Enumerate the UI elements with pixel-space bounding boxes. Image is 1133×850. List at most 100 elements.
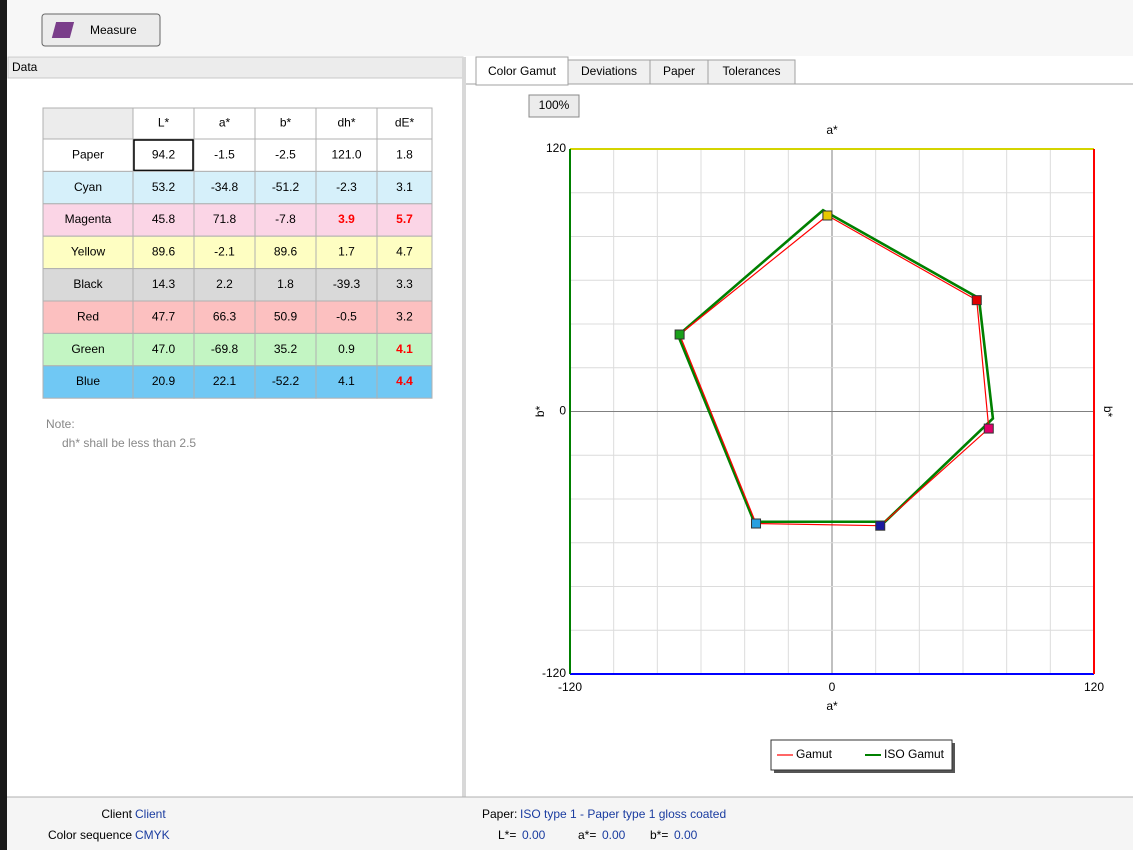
marker — [751, 518, 762, 529]
cell-value: -1.5 — [214, 147, 235, 161]
cell-value: 22.1 — [213, 374, 237, 388]
cell-focus — [133, 139, 194, 172]
y-axis-label: b* — [533, 405, 547, 417]
tab[interactable] — [475, 56, 569, 86]
cell — [376, 170, 433, 205]
cell — [132, 365, 195, 399]
cell — [376, 268, 433, 302]
cell-value: 1.8 — [396, 147, 413, 161]
cell-value: 4.7 — [396, 245, 413, 259]
cell-value: -2.1 — [214, 245, 235, 259]
y-tick-label: 120 — [546, 141, 566, 155]
cell-value: 89.6 — [152, 245, 176, 259]
cell — [376, 300, 433, 334]
x-axis-label: a* — [826, 699, 838, 713]
row-name: Yellow — [71, 245, 106, 259]
marker — [875, 520, 886, 531]
cell — [193, 203, 256, 237]
cell-value: -34.8 — [211, 180, 239, 194]
x-tick-label: -120 — [558, 680, 582, 694]
column-header: a* — [219, 116, 231, 130]
cell-value: 121.0 — [331, 147, 361, 161]
cell — [193, 332, 256, 367]
zoom-label: 100% — [539, 98, 570, 112]
cell — [254, 332, 317, 367]
x-tick-label: 120 — [1084, 680, 1104, 694]
cell-value: 94.2 — [152, 147, 176, 161]
row-name: Black — [73, 277, 103, 291]
cell — [193, 235, 256, 270]
zoom-button[interactable] — [528, 94, 580, 118]
tab[interactable] — [707, 59, 796, 85]
cell — [376, 138, 433, 172]
toolbar — [0, 0, 1133, 56]
client-value: Client — [135, 807, 166, 821]
note-text: dh* shall be less than 2.5 — [62, 436, 196, 450]
lab-label: L*= — [498, 828, 516, 842]
cell-value: -7.8 — [275, 212, 296, 226]
data-title: Data — [12, 60, 38, 74]
row-header — [42, 138, 134, 172]
row-name: Green — [71, 342, 104, 356]
cell-value: -51.2 — [272, 180, 300, 194]
y-tick-label: -120 — [542, 666, 566, 680]
cell-value: 4.4 — [396, 374, 413, 388]
cell — [376, 203, 433, 237]
cell-value: 45.8 — [152, 212, 176, 226]
cell — [376, 365, 433, 399]
header-cell — [254, 107, 317, 140]
y-axis-label-right: b* — [1101, 406, 1115, 418]
column-header: b* — [280, 116, 292, 130]
cell-value: 3.3 — [396, 277, 413, 291]
cell-value: 66.3 — [213, 309, 237, 323]
status-bar — [7, 797, 1133, 850]
cell-value: 89.6 — [274, 245, 298, 259]
row-name: Cyan — [74, 180, 102, 194]
row-header — [42, 365, 134, 399]
lab-value: 0.00 — [522, 828, 546, 842]
cell — [254, 365, 317, 399]
tab-label: Color Gamut — [488, 64, 557, 78]
cell-value: -2.5 — [275, 147, 296, 161]
column-header: L* — [158, 116, 170, 130]
marker — [674, 329, 685, 340]
cell-value: 47.0 — [152, 342, 176, 356]
x-axis-label-top: a* — [826, 123, 838, 137]
cell-value: 50.9 — [274, 309, 298, 323]
cell-value: 2.2 — [216, 277, 233, 291]
cell-value: 35.2 — [274, 342, 298, 356]
cell — [254, 203, 317, 237]
row-name: Paper — [72, 147, 104, 161]
tab-label: Deviations — [581, 64, 637, 78]
measure-icon — [51, 22, 75, 38]
legend-label: Gamut — [796, 747, 833, 761]
tab[interactable] — [567, 59, 651, 85]
cell — [315, 365, 378, 399]
cell-value: 47.7 — [152, 309, 176, 323]
row-name: Red — [77, 309, 99, 323]
cell-value: 71.8 — [213, 212, 237, 226]
lab-value: 0.00 — [674, 828, 698, 842]
row-name: Blue — [76, 374, 100, 388]
cell — [254, 235, 317, 270]
cell-value: -2.3 — [336, 180, 357, 194]
cell — [315, 203, 378, 237]
cell-value: 4.1 — [396, 342, 413, 356]
cell — [132, 235, 195, 270]
note-title: Note: — [46, 417, 75, 431]
cell-value: 0.9 — [338, 342, 355, 356]
client-label: Client — [101, 807, 132, 821]
cell-value: 3.2 — [396, 309, 413, 323]
sequence-label: Color sequence — [48, 828, 132, 842]
cell — [132, 268, 195, 302]
column-header: dh* — [337, 116, 355, 130]
cell-value: 1.7 — [338, 245, 355, 259]
window-edge — [0, 0, 7, 850]
paper-value: ISO type 1 - Paper type 1 gloss coated — [520, 807, 726, 821]
marker — [822, 210, 833, 221]
paper-label: Paper: — [482, 807, 517, 821]
cell-value: 4.1 — [338, 374, 355, 388]
data-header — [7, 56, 464, 79]
